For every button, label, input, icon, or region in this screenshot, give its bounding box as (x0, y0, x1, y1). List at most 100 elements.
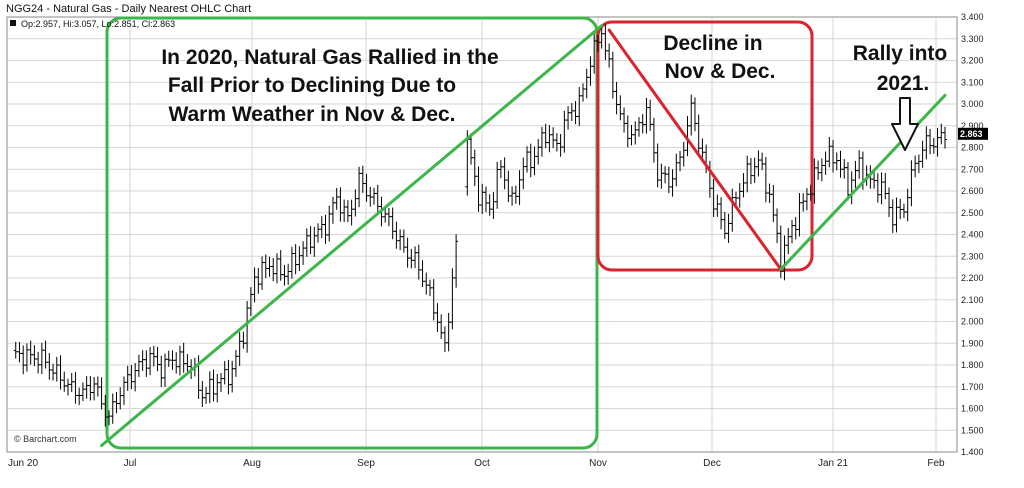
ohlc-bar (525, 146, 530, 173)
ohlc-bar (450, 268, 455, 330)
ohlc-bar (905, 188, 910, 222)
ohlc-bar (222, 360, 227, 385)
y-tick-label: 2.600 (961, 186, 984, 196)
ohlc-bar (401, 229, 406, 253)
ohlc-bar (282, 264, 287, 286)
ohlc-bar (532, 146, 537, 176)
ohlc-bar (103, 394, 108, 427)
ohlc-bar (483, 186, 488, 213)
ohlc-bar (200, 381, 205, 408)
ohlc-bar (745, 155, 750, 193)
rally-annotation-line-1: Rally into (853, 42, 948, 65)
ohlc-bar (562, 110, 567, 153)
ohlc-bar (909, 160, 914, 207)
ohlc-bar (510, 186, 515, 206)
x-tick-label: Jun 20 (8, 458, 38, 469)
y-tick-label: 1.500 (961, 425, 984, 435)
ohlc-bar (286, 263, 291, 285)
ohlc-bar (372, 187, 377, 205)
ohlc-bar (599, 24, 604, 49)
ohlc-bar (439, 314, 444, 339)
ohlc-bar (666, 166, 671, 194)
ohlc-bar (226, 359, 231, 395)
ohlc-bar (245, 300, 250, 353)
ohlc-bar (786, 227, 791, 255)
y-tick-label: 2.100 (961, 295, 984, 305)
y-tick-label: 3.300 (961, 34, 984, 44)
ohlc-bar (771, 185, 776, 223)
ohlc-bar (659, 163, 664, 189)
ohlc-bar (939, 123, 944, 145)
x-tick-label: Oct (474, 458, 490, 469)
ohlc-bar (558, 134, 563, 157)
ohlc-bar (155, 346, 160, 372)
ohlc-bar (521, 157, 526, 190)
ohlc-bar (857, 150, 862, 179)
ohlc-bar (345, 200, 350, 223)
y-tick-label: 1.700 (961, 382, 984, 392)
last-price-box (958, 127, 988, 140)
ohlc-bar (748, 157, 753, 185)
ohlc-bar (215, 373, 220, 403)
ohlc-bar (159, 355, 164, 387)
y-tick-label: 1.600 (961, 404, 984, 414)
ohlc-bar (47, 353, 52, 380)
y-tick-label: 2.800 (961, 143, 984, 153)
ohlc-bar (308, 226, 313, 255)
ohlc-bar (252, 267, 257, 303)
y-axis: 1.400 1.500 1.600 1.700 1.800 1.900 2.000 2.100… (961, 12, 984, 457)
ohlc-bar (887, 187, 892, 217)
x-tick-label: Feb (927, 458, 945, 469)
ohlc-bar (360, 165, 365, 193)
ohlc-bar (789, 220, 794, 244)
ohlc-bar (853, 160, 858, 188)
ohlc-bar (890, 199, 895, 234)
ohlc-bar (595, 34, 600, 53)
x-tick-label: Jul (124, 458, 137, 469)
ohlc-bar (554, 133, 559, 152)
ohlc-bar (547, 125, 552, 153)
ohlc-bar (913, 155, 918, 178)
ohlc-bar (648, 99, 653, 131)
ohlc-bar (569, 102, 574, 121)
ohlc-bar (233, 349, 238, 377)
ohlc-bar (84, 376, 89, 399)
ohlc-bar (476, 166, 481, 212)
ohlc-bar (88, 376, 93, 401)
ohlc-bar (827, 136, 832, 168)
ohlc-bar (715, 194, 720, 217)
ohlc-bar (92, 377, 97, 401)
y-tick-label: 2.200 (961, 273, 984, 283)
ohlc-bar (943, 126, 947, 149)
ohlc-bar (323, 214, 328, 244)
ohlc-bar (816, 160, 821, 180)
ohlc-bar (469, 133, 474, 165)
x-tick-label: Aug (243, 458, 261, 469)
green-annotation-line-2: Fall Prior to Declining Due to (168, 74, 456, 97)
ohlc-bar (107, 410, 112, 426)
ohlc-bar (118, 387, 123, 410)
ohlc-bar (435, 303, 440, 333)
ohlc-bar (573, 101, 578, 125)
ohlc-bar (431, 279, 436, 321)
ohlc-bar (644, 97, 649, 134)
ohlc-bar (663, 166, 668, 184)
ohlc-bar (446, 312, 451, 352)
red-box-annotation: Decline in Nov & Dec. (663, 32, 775, 83)
ohlc-bar (409, 248, 414, 269)
ohlc-bar (386, 207, 391, 227)
ohlc-bar (603, 24, 608, 61)
ohlc-bar (730, 188, 735, 232)
ohlc-bar (271, 257, 276, 282)
ohlc-bar (177, 345, 182, 376)
ohlc-bar (633, 121, 638, 145)
ohlc-bar (491, 192, 496, 219)
ohlc-bar (528, 143, 533, 178)
ohlc-bar (77, 387, 82, 406)
barchart-credit: © Barchart.com (14, 434, 77, 444)
ohlc-bar (640, 113, 645, 134)
ohlc-bar (812, 158, 817, 204)
ohlc-bar (480, 183, 485, 214)
ohlc-bar (95, 376, 100, 397)
ohlc-bar (241, 331, 246, 349)
